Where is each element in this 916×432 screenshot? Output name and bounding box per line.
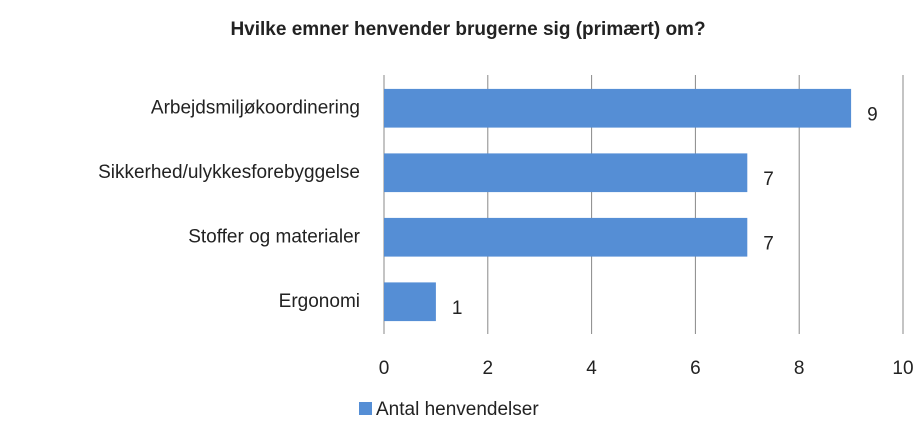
data-label: 1: [452, 298, 463, 319]
y-tick-label: Sikkerhed/ulykkesforebyggelse: [98, 162, 360, 183]
x-tick-label: 0: [379, 358, 390, 379]
data-label: 9: [867, 104, 878, 125]
bar: [384, 282, 436, 322]
x-tick-label: 10: [892, 358, 913, 379]
legend-label: Antal henvendelser: [376, 399, 539, 420]
x-tick-label: 2: [483, 358, 494, 379]
data-label: 7: [763, 169, 774, 190]
x-tick-label: 6: [690, 358, 701, 379]
bar: [384, 217, 748, 257]
x-tick-label: 8: [794, 358, 805, 379]
y-tick-label: Ergonomi: [279, 291, 360, 312]
y-tick-label: Stoffer og materialer: [188, 226, 360, 247]
bar: [384, 88, 852, 128]
chart-title: Hvilke emner henvender brugerne sig (pri…: [230, 19, 705, 40]
bar: [384, 153, 748, 193]
y-tick-label: Arbejdsmiljøkoordinering: [151, 97, 360, 118]
data-label: 7: [763, 233, 774, 254]
x-tick-label: 4: [586, 358, 597, 379]
legend-swatch: [359, 402, 372, 415]
